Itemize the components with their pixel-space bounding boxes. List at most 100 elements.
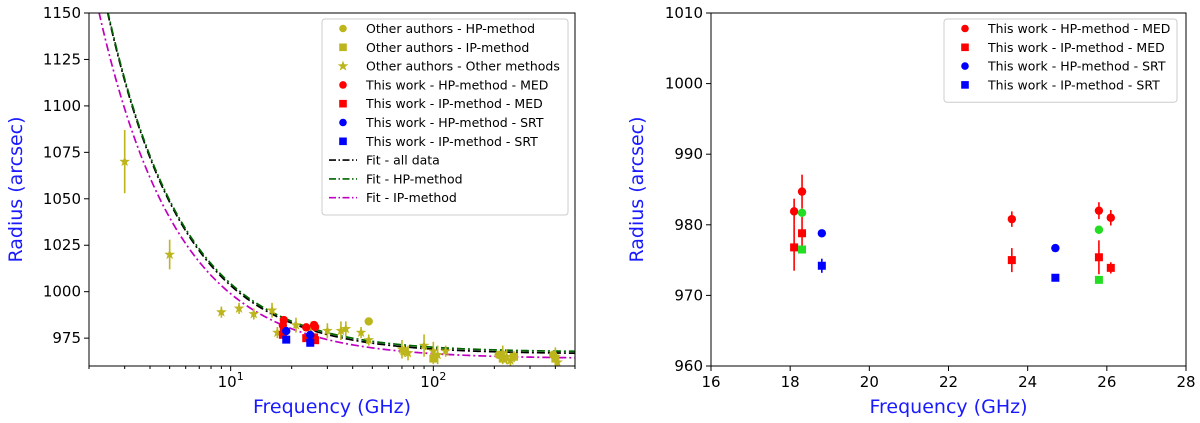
- data-point: [1094, 206, 1104, 215]
- data-point: [497, 347, 509, 358]
- legend-entry: Other authors - Other methods: [366, 59, 560, 74]
- data-point: [302, 323, 311, 332]
- legend-entry: Fit - IP-method: [366, 190, 457, 205]
- y-tick-label: 960: [674, 357, 703, 375]
- x-tick-label: 102: [420, 370, 446, 391]
- data-point: [798, 229, 807, 238]
- x-tick-label: 18: [781, 373, 800, 391]
- x-tick-label: 24: [1018, 373, 1037, 391]
- legend-entry: Other authors - HP-method: [366, 21, 535, 36]
- legend-marker: [339, 81, 347, 89]
- x-tick-base: 10: [218, 373, 237, 391]
- data-point: [551, 354, 560, 363]
- data-point: [429, 354, 438, 363]
- data-point: [789, 207, 799, 216]
- data-point: [440, 345, 451, 356]
- right-chart: 960 970 980 990 1000 1010 16 18 20 22 24 26 28 Freque…: [626, 4, 1196, 418]
- data-point: [817, 261, 826, 270]
- legend: Other authors - HP-method Other authors -…: [321, 18, 569, 216]
- data-point: [509, 352, 518, 361]
- y-tick-label: 1000: [665, 75, 703, 93]
- data-point: [355, 326, 367, 338]
- x-axis-label: Frequency (GHz): [869, 396, 1027, 418]
- data-point: [1094, 253, 1103, 262]
- data-point: [302, 334, 311, 343]
- fit-line-0: [106, 13, 575, 355]
- data-point: [1007, 256, 1016, 265]
- legend-marker: [961, 43, 969, 52]
- data-point: [797, 208, 807, 217]
- x-tick-label: 26: [1097, 373, 1116, 391]
- y-tick-label: 975: [52, 329, 81, 347]
- y-tick-label: 1100: [43, 97, 81, 115]
- data-point: [310, 322, 320, 332]
- data-point: [322, 325, 333, 336]
- data-point: [1094, 275, 1103, 284]
- legend-entry: Other authors - IP-method: [366, 40, 529, 55]
- data-point: [335, 325, 347, 336]
- y-tick-label: 990: [674, 145, 703, 163]
- legend-marker: [339, 99, 347, 108]
- plot-frame: [88, 12, 576, 367]
- data-point: [266, 304, 278, 315]
- legend-marker: [337, 60, 349, 71]
- data-point: [311, 336, 320, 345]
- legend-box: [943, 18, 1178, 103]
- y-tick-label: 1150: [43, 4, 81, 22]
- y-tick-label: 1025: [43, 236, 81, 254]
- data-point: [248, 308, 260, 319]
- y-tick-label: 1050: [43, 190, 81, 208]
- data-point: [1007, 214, 1017, 224]
- legend-entry: This work - HP-method - SRT: [365, 115, 544, 130]
- y-tick-label: 1075: [43, 143, 81, 161]
- y-tick-label: 1125: [43, 50, 81, 68]
- data-point: [306, 330, 315, 340]
- legend-entry: This work - IP-method - SRT: [987, 77, 1160, 92]
- y-axis-label: Radius (arcsec): [626, 116, 648, 262]
- x-tick-label: 16: [701, 373, 720, 391]
- x-tick-label: 101: [218, 370, 244, 391]
- data-point: [233, 302, 245, 313]
- legend-marker: [339, 118, 347, 127]
- legend-marker: [961, 24, 969, 33]
- data-point: [306, 338, 315, 347]
- data-point: [282, 335, 291, 344]
- data-point: [790, 243, 799, 252]
- data-point: [817, 229, 827, 238]
- legend-marker: [339, 137, 347, 146]
- data-point: [272, 326, 283, 338]
- data-point: [432, 349, 443, 360]
- fit-line-1: [107, 13, 575, 353]
- data-point: [363, 334, 375, 345]
- y-tick-label: 1000: [43, 283, 81, 301]
- x-tick-base: 10: [420, 373, 439, 391]
- legend-entry: This work - HP-method - MED: [987, 21, 1170, 36]
- legend-marker: [961, 62, 969, 70]
- y-axis-label: Radius (arcsec): [5, 116, 27, 262]
- x-tick-label: 20: [860, 373, 879, 391]
- x-axis-label: Frequency (GHz): [253, 396, 411, 418]
- data-point: [340, 323, 352, 334]
- legend-entry: Fit - all data: [366, 153, 440, 168]
- fit-line-2: [98, 13, 575, 359]
- data-point: [216, 306, 227, 317]
- legend-entry: This work - HP-method - MED: [365, 77, 548, 92]
- data-point: [1051, 243, 1060, 253]
- y-tick-label: 1010: [665, 4, 703, 22]
- data-point: [427, 345, 439, 356]
- x-tick-label: 28: [1176, 373, 1195, 391]
- legend-entry: This work - IP-method - MED: [987, 40, 1165, 55]
- legend-entry: This work - IP-method - SRT: [365, 134, 538, 149]
- x-tick-exp: 1: [237, 370, 244, 383]
- legend-marker: [961, 81, 969, 89]
- data-point: [498, 354, 507, 363]
- data-point: [797, 187, 807, 196]
- data-point: [1106, 213, 1115, 222]
- y-tick-label: 970: [674, 286, 703, 304]
- legend-entry: Fit - HP-method: [366, 171, 463, 186]
- data-point: [164, 248, 175, 260]
- data-point: [798, 245, 807, 254]
- data-point: [1051, 273, 1060, 282]
- legend-entry: This work - HP-method - SRT: [987, 59, 1166, 74]
- data-point: [279, 315, 289, 325]
